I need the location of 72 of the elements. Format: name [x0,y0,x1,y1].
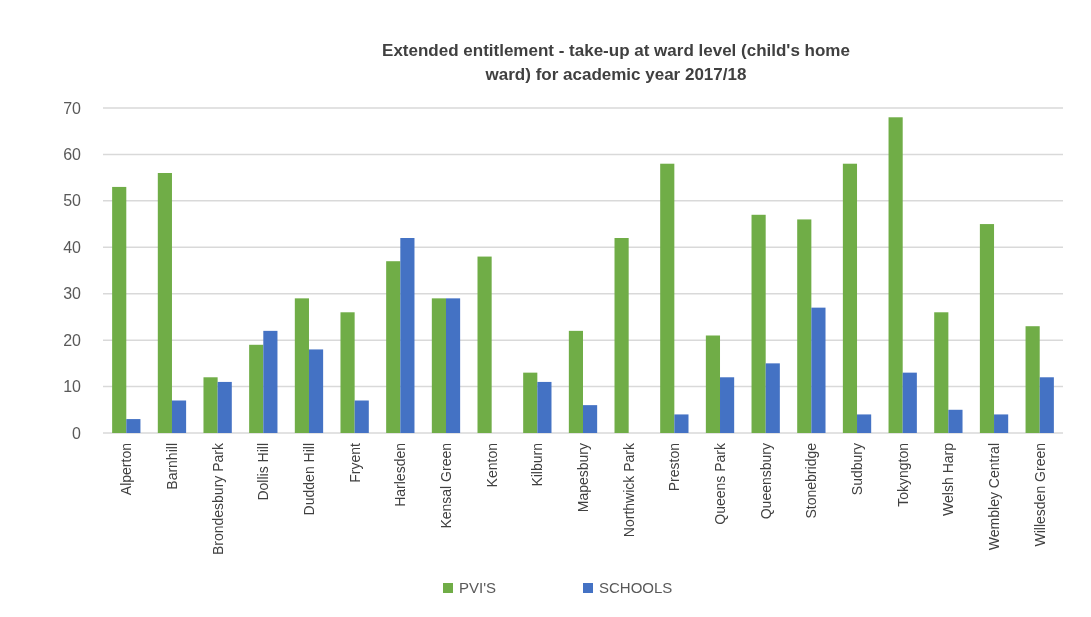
legend-label: PVI'S [459,579,497,597]
bar [888,117,903,433]
bar [948,409,963,433]
x-tick-label: Barnhill [163,443,180,490]
x-tick-label: Wembley Central [985,443,1002,551]
bar [171,400,187,433]
bar [294,298,309,433]
bar [386,261,401,433]
bar [934,312,949,433]
y-tick-label: 40 [63,238,82,256]
bar [902,372,917,433]
bar [340,312,355,433]
bar [660,163,675,433]
bar [445,298,461,433]
y-tick-label: 50 [63,192,82,210]
x-tick-label: Queens Park [711,442,728,525]
x-tick-label: Preston [666,443,683,492]
bar [979,224,995,433]
x-tick-label: Kenton [483,443,500,488]
bar [842,163,858,433]
bar [857,414,872,433]
bar [249,344,264,433]
bar [583,405,598,433]
x-tick-label: Tokyngton [894,443,911,507]
x-tick-label: Welsh Harp [940,442,957,516]
bar [705,335,721,433]
x-tick-label: Harlesden [392,443,409,507]
bar [1025,326,1040,433]
y-tick-label: 0 [72,424,82,442]
bar [400,238,415,433]
x-tick-label: Alperton [118,443,135,496]
x-tick-label: Willesden Green [1031,443,1048,547]
bar [568,330,583,433]
x-tick-label: Fryent [346,442,363,483]
bar [308,349,324,433]
bar [614,238,629,433]
bar [126,419,141,433]
bar [797,219,812,433]
bar [217,381,232,433]
x-tick-label: Northwick Park [620,442,637,538]
bar [523,372,538,433]
y-tick-label: 10 [63,378,82,396]
y-tick-label: 20 [63,331,82,349]
chart-title: Extended entitlement - take-up at ward level (child's home ward) for academic year 2017/18 [382,41,850,84]
x-tick-label: Sudbury [848,443,865,496]
x-tick-label: Kilburn [529,443,546,487]
y-tick-label: 30 [63,285,82,303]
bar [537,381,552,433]
bar [112,186,127,433]
x-tick-label: Dudden Hill [300,443,317,516]
bar [751,214,766,433]
bar [765,363,780,433]
legend-label: SCHOOLS [599,579,673,597]
x-tick-label: Brondesbury Park [209,442,226,556]
x-tick-label: Dollis Hill [255,443,272,501]
bar [720,377,735,433]
bar [1039,377,1054,433]
bar [354,400,369,433]
bar [203,377,218,433]
bar [157,173,172,433]
bar [263,330,278,433]
y-tick-label: 60 [63,146,82,164]
bar [477,256,492,433]
bar [811,307,826,433]
bar [431,298,446,433]
x-tick-label: Queensbury [757,443,774,520]
x-tick-label: Mapesbury [574,443,591,513]
bar [674,414,689,433]
y-tick-label: 70 [63,99,82,117]
bar [994,414,1009,433]
x-tick-label: Stonebridge [803,442,820,519]
x-tick-label: Kensal Green [437,443,454,529]
